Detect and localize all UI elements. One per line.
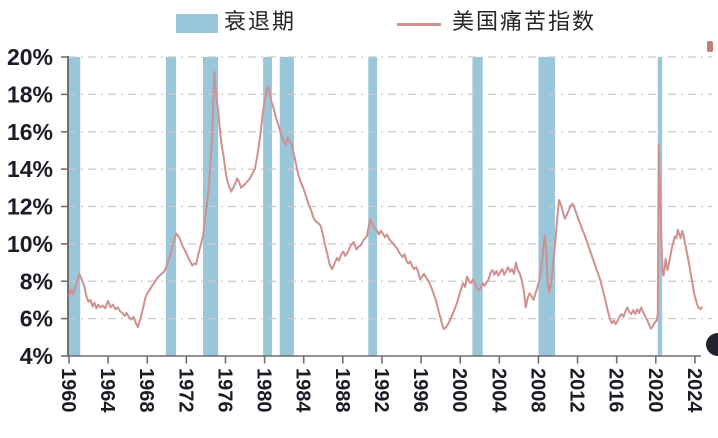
clipped-right-edge-glyph xyxy=(706,333,718,356)
clipped-top-right-mark xyxy=(707,41,713,52)
y-tick-label: 6% xyxy=(20,306,53,332)
x-tick-label: 1976 xyxy=(213,368,235,413)
x-tick-label: 1996 xyxy=(409,368,431,413)
y-tick-label: 14% xyxy=(7,156,53,182)
misery-index-line xyxy=(68,70,703,330)
x-tick-label: 1984 xyxy=(292,368,314,413)
y-tick-label: 10% xyxy=(7,231,53,257)
recession-legend-label: 衰退期 xyxy=(224,9,297,34)
recession-band xyxy=(472,57,483,356)
x-tick-label: 2020 xyxy=(644,368,666,413)
x-tick-label: 2004 xyxy=(487,368,509,413)
x-tick-label: 1972 xyxy=(174,368,196,413)
x-tick-label: 1980 xyxy=(253,368,275,413)
recession-band xyxy=(263,57,272,356)
y-tick-label: 20% xyxy=(7,44,53,70)
x-tick-label: 2008 xyxy=(526,368,548,413)
chart-legend: 衰退期 美国痛苦指数 xyxy=(0,0,718,44)
x-tick-label: 1988 xyxy=(331,368,353,413)
misery-legend-label: 美国痛苦指数 xyxy=(452,9,597,34)
x-tick-label: 1968 xyxy=(135,368,157,413)
x-tick-label: 2012 xyxy=(566,368,588,413)
x-tick-label: 2016 xyxy=(605,368,627,413)
x-tick-label: 1964 xyxy=(96,368,118,413)
y-tick-label: 12% xyxy=(7,194,53,220)
x-tick-label: 1960 xyxy=(57,368,79,413)
y-tick-label: 16% xyxy=(7,119,53,145)
y-tick-label: 18% xyxy=(7,81,53,107)
x-tick-label: 1992 xyxy=(370,368,392,413)
recession-legend-swatch xyxy=(176,14,218,33)
misery-line-legend-sample xyxy=(397,23,441,26)
y-tick-label: 4% xyxy=(20,343,53,369)
x-tick-label: 2024 xyxy=(683,368,705,413)
y-tick-label: 8% xyxy=(20,268,53,294)
x-tick-label: 2000 xyxy=(448,368,470,413)
